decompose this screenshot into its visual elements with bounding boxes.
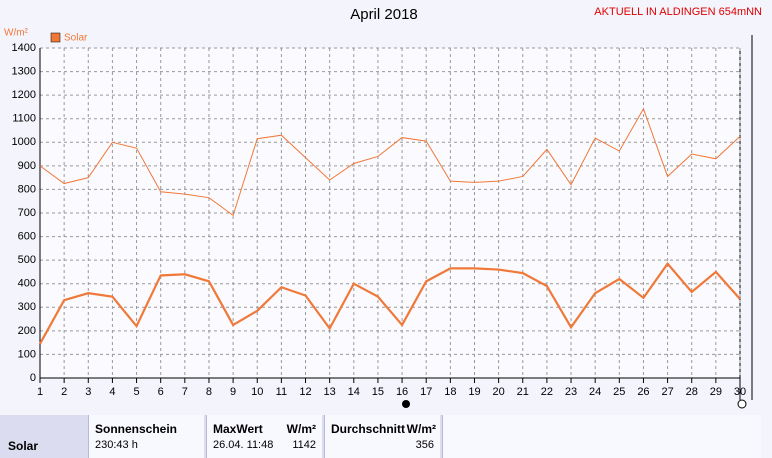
- x-tick-label: 21: [517, 386, 529, 398]
- legend-swatch: [50, 32, 61, 43]
- y-tick-label: 1200: [12, 89, 36, 101]
- y-tick-label: 0: [30, 372, 36, 384]
- chart: April 2018 AKTUELL IN ALDINGEN 654mNN W/…: [4, 6, 762, 409]
- col-unit: W/m²: [406, 422, 436, 436]
- col-unit: W/m²: [286, 422, 316, 436]
- y-tick-label: 200: [18, 325, 36, 337]
- x-tick-label: 15: [372, 386, 384, 398]
- x-tick-label: 11: [276, 386, 287, 398]
- x-tick-label: 2: [61, 386, 67, 398]
- x-tick-label: 27: [661, 386, 673, 398]
- y-tick-label: 300: [18, 301, 36, 313]
- x-tick-label: 23: [565, 386, 577, 398]
- x-tick-label: 29: [710, 386, 722, 398]
- station-label: AKTUELL IN ALDINGEN 654mNN: [594, 6, 762, 18]
- x-tick-label: 14: [348, 386, 360, 398]
- y-tick-label: 400: [18, 278, 36, 290]
- col-title: Durchschnitt: [331, 422, 406, 436]
- row-label: Solar: [8, 439, 39, 453]
- x-tick-label: 3: [85, 386, 91, 398]
- x-tick-label: 12: [299, 386, 311, 398]
- x-tick-label: 18: [444, 386, 456, 398]
- x-tick-label: 20: [492, 386, 504, 398]
- marker-open: [737, 399, 747, 409]
- y-tick-label: 800: [18, 183, 36, 195]
- y-tick-label: 700: [18, 207, 36, 219]
- stats-table: Solar Sonnenschein 230:43 h MaxWert W/m² 26…: [0, 415, 761, 458]
- x-tick-label: 13: [324, 386, 336, 398]
- x-tick-label: 24: [589, 386, 601, 398]
- cell-value: 356: [415, 439, 434, 451]
- x-tick-label: 1: [37, 386, 43, 398]
- data-line: [39, 261, 741, 345]
- x-tick-label: 9: [230, 386, 236, 398]
- x-tick-label: 6: [158, 386, 164, 398]
- x-tick-label: 30: [734, 386, 746, 398]
- cell-value: 230:43 h: [95, 439, 138, 451]
- y-tick-label: 100: [18, 348, 36, 360]
- x-tick-label: 7: [182, 386, 188, 398]
- x-tick-label: 8: [206, 386, 212, 398]
- legend-label: Solar: [64, 33, 88, 44]
- col-title: Sonnenschein: [95, 422, 178, 436]
- col-title: MaxWert: [213, 422, 263, 436]
- y-tick-label: 900: [18, 160, 36, 172]
- data-line: [39, 107, 741, 217]
- x-tick-label: 16: [396, 386, 408, 398]
- y-tick-label: 600: [18, 230, 36, 242]
- x-tick-label: 28: [686, 386, 698, 398]
- y-tick-label: 500: [18, 254, 36, 266]
- y-tick-label: 1400: [12, 42, 36, 54]
- y-tick-label: 1300: [12, 65, 36, 77]
- x-tick-label: 10: [251, 386, 263, 398]
- cell-value: 26.04. 11:48: [213, 439, 274, 451]
- marker-filled: [402, 400, 410, 408]
- x-tick-label: 19: [468, 386, 480, 398]
- cell-value: 1142: [292, 439, 316, 451]
- y-axis-label: W/m²: [4, 28, 29, 39]
- x-tick-label: 25: [613, 386, 625, 398]
- x-tick-label: 17: [420, 386, 432, 398]
- y-tick-label: 1000: [12, 136, 36, 148]
- y-tick-label: 1100: [12, 113, 36, 125]
- x-tick-label: 22: [541, 386, 553, 398]
- x-tick-label: 4: [109, 386, 115, 398]
- x-tick-label: 5: [133, 386, 139, 398]
- chart-title: April 2018: [350, 6, 418, 23]
- x-tick-label: 26: [637, 386, 649, 398]
